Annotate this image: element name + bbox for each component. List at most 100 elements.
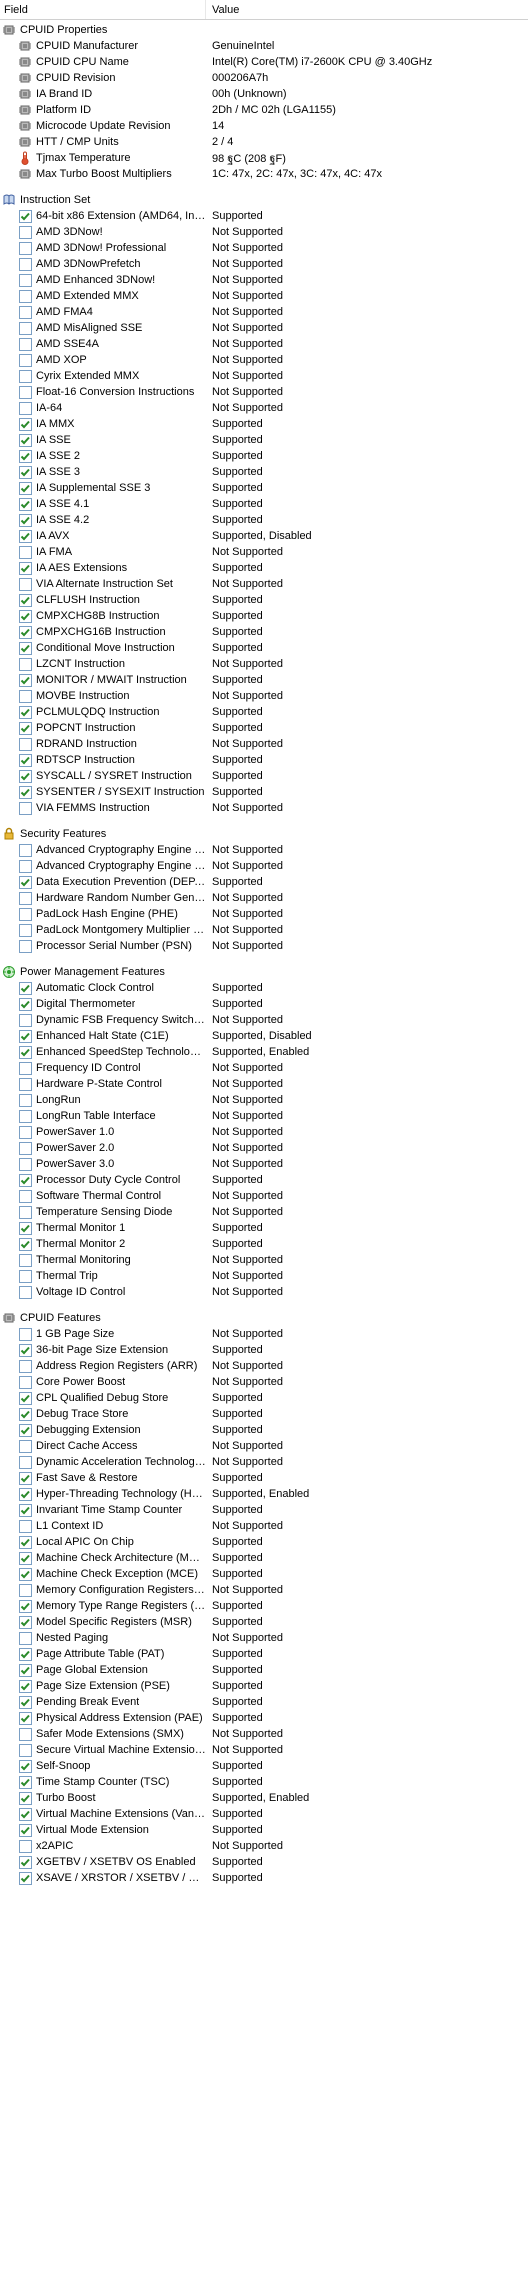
property-row[interactable]: Direct Cache AccessNot Supported <box>0 1438 528 1454</box>
property-row[interactable]: IA Brand ID00h (Unknown) <box>0 86 528 102</box>
property-row[interactable]: Thermal Monitor 1Supported <box>0 1220 528 1236</box>
property-row[interactable]: AMD MisAligned SSENot Supported <box>0 320 528 336</box>
property-row[interactable]: Enhanced SpeedStep Technology (EIST, ...… <box>0 1044 528 1060</box>
property-row[interactable]: Cyrix Extended MMXNot Supported <box>0 368 528 384</box>
property-row[interactable]: Page Attribute Table (PAT)Supported <box>0 1646 528 1662</box>
property-row[interactable]: XSAVE / XRSTOR / XSETBV / XGETBV Ext...S… <box>0 1870 528 1886</box>
property-row[interactable]: IA MMXSupported <box>0 416 528 432</box>
property-row[interactable]: IA-64Not Supported <box>0 400 528 416</box>
section-header[interactable]: Security Features <box>0 826 528 842</box>
property-row[interactable]: Machine Check Exception (MCE)Supported <box>0 1566 528 1582</box>
property-row[interactable]: CPL Qualified Debug StoreSupported <box>0 1390 528 1406</box>
property-row[interactable]: IA SSE 4.1Supported <box>0 496 528 512</box>
property-row[interactable]: Processor Duty Cycle ControlSupported <box>0 1172 528 1188</box>
property-row[interactable]: PowerSaver 1.0Not Supported <box>0 1124 528 1140</box>
property-row[interactable]: Virtual Mode ExtensionSupported <box>0 1822 528 1838</box>
property-row[interactable]: Frequency ID ControlNot Supported <box>0 1060 528 1076</box>
property-row[interactable]: LZCNT InstructionNot Supported <box>0 656 528 672</box>
property-row[interactable]: RDRAND InstructionNot Supported <box>0 736 528 752</box>
property-row[interactable]: Core Power BoostNot Supported <box>0 1374 528 1390</box>
section-header[interactable]: Power Management Features <box>0 964 528 980</box>
property-row[interactable]: LongRunNot Supported <box>0 1092 528 1108</box>
property-row[interactable]: IA SSESupported <box>0 432 528 448</box>
property-row[interactable]: Secure Virtual Machine Extensions (Paci.… <box>0 1742 528 1758</box>
property-row[interactable]: Memory Type Range Registers (MTRR)Suppor… <box>0 1598 528 1614</box>
property-row[interactable]: Dynamic FSB Frequency SwitchingNot Suppo… <box>0 1012 528 1028</box>
section-header[interactable]: CPUID Properties <box>0 22 528 38</box>
property-row[interactable]: Hardware Random Number Generator (...Not… <box>0 890 528 906</box>
property-row[interactable]: VIA Alternate Instruction SetNot Support… <box>0 576 528 592</box>
property-row[interactable]: SYSENTER / SYSEXIT InstructionSupported <box>0 784 528 800</box>
property-row[interactable]: MONITOR / MWAIT InstructionSupported <box>0 672 528 688</box>
property-row[interactable]: CMPXCHG8B InstructionSupported <box>0 608 528 624</box>
property-row[interactable]: Thermal TripNot Supported <box>0 1268 528 1284</box>
property-row[interactable]: PowerSaver 2.0Not Supported <box>0 1140 528 1156</box>
property-row[interactable]: POPCNT InstructionSupported <box>0 720 528 736</box>
property-row[interactable]: CLFLUSH InstructionSupported <box>0 592 528 608</box>
property-row[interactable]: AMD Extended MMXNot Supported <box>0 288 528 304</box>
property-row[interactable]: Local APIC On ChipSupported <box>0 1534 528 1550</box>
property-row[interactable]: Thermal Monitor 2Supported <box>0 1236 528 1252</box>
property-row[interactable]: IA AVXSupported, Disabled <box>0 528 528 544</box>
property-row[interactable]: L1 Context IDNot Supported <box>0 1518 528 1534</box>
property-row[interactable]: 36-bit Page Size ExtensionSupported <box>0 1342 528 1358</box>
property-row[interactable]: Voltage ID ControlNot Supported <box>0 1284 528 1300</box>
property-row[interactable]: RDTSCP InstructionSupported <box>0 752 528 768</box>
property-row[interactable]: Max Turbo Boost Multipliers1C: 47x, 2C: … <box>0 166 528 182</box>
property-row[interactable]: Advanced Cryptography Engine 2 (ACE2)Not… <box>0 858 528 874</box>
property-row[interactable]: Self-SnoopSupported <box>0 1758 528 1774</box>
header-field[interactable]: Field <box>0 0 206 19</box>
property-row[interactable]: Machine Check Architecture (MCA)Supporte… <box>0 1550 528 1566</box>
property-row[interactable]: Temperature Sensing DiodeNot Supported <box>0 1204 528 1220</box>
property-row[interactable]: Data Execution Prevention (DEP, NX, EDB)… <box>0 874 528 890</box>
property-row[interactable]: Memory Configuration Registers (MCR)Not … <box>0 1582 528 1598</box>
property-row[interactable]: Microcode Update Revision14 <box>0 118 528 134</box>
property-row[interactable]: CPUID Revision000206A7h <box>0 70 528 86</box>
property-row[interactable]: PadLock Montgomery Multiplier (PMM)Not S… <box>0 922 528 938</box>
property-row[interactable]: AMD SSE4ANot Supported <box>0 336 528 352</box>
property-row[interactable]: Enhanced Halt State (C1E)Supported, Disa… <box>0 1028 528 1044</box>
property-row[interactable]: Hardware P-State ControlNot Supported <box>0 1076 528 1092</box>
property-row[interactable]: Hyper-Threading Technology (HTT)Supporte… <box>0 1486 528 1502</box>
property-row[interactable]: Physical Address Extension (PAE)Supporte… <box>0 1710 528 1726</box>
property-row[interactable]: Time Stamp Counter (TSC)Supported <box>0 1774 528 1790</box>
property-row[interactable]: Automatic Clock ControlSupported <box>0 980 528 996</box>
section-header[interactable]: CPUID Features <box>0 1310 528 1326</box>
property-row[interactable]: Debugging ExtensionSupported <box>0 1422 528 1438</box>
property-row[interactable]: AMD 3DNow! ProfessionalNot Supported <box>0 240 528 256</box>
property-row[interactable]: Advanced Cryptography Engine (ACE)Not Su… <box>0 842 528 858</box>
property-row[interactable]: CMPXCHG16B InstructionSupported <box>0 624 528 640</box>
property-row[interactable]: Safer Mode Extensions (SMX)Not Supported <box>0 1726 528 1742</box>
property-row[interactable]: Turbo BoostSupported, Enabled <box>0 1790 528 1806</box>
property-row[interactable]: IA SSE 2Supported <box>0 448 528 464</box>
property-row[interactable]: IA AES ExtensionsSupported <box>0 560 528 576</box>
property-row[interactable]: Dynamic Acceleration Technology (IDA)Not… <box>0 1454 528 1470</box>
property-row[interactable]: Pending Break EventSupported <box>0 1694 528 1710</box>
property-row[interactable]: PCLMULQDQ InstructionSupported <box>0 704 528 720</box>
property-row[interactable]: PowerSaver 3.0Not Supported <box>0 1156 528 1172</box>
property-row[interactable]: XGETBV / XSETBV OS EnabledSupported <box>0 1854 528 1870</box>
property-row[interactable]: Digital ThermometerSupported <box>0 996 528 1012</box>
property-row[interactable]: CPUID CPU NameIntel(R) Core(TM) i7-2600K… <box>0 54 528 70</box>
property-row[interactable]: IA SSE 4.2Supported <box>0 512 528 528</box>
property-row[interactable]: Page Size Extension (PSE)Supported <box>0 1678 528 1694</box>
property-row[interactable]: Fast Save & RestoreSupported <box>0 1470 528 1486</box>
property-row[interactable]: Software Thermal ControlNot Supported <box>0 1188 528 1204</box>
property-row[interactable]: Invariant Time Stamp CounterSupported <box>0 1502 528 1518</box>
property-row[interactable]: IA FMANot Supported <box>0 544 528 560</box>
property-row[interactable]: x2APICNot Supported <box>0 1838 528 1854</box>
property-row[interactable]: Model Specific Registers (MSR)Supported <box>0 1614 528 1630</box>
property-row[interactable]: HTT / CMP Units2 / 4 <box>0 134 528 150</box>
property-row[interactable]: Platform ID2Dh / MC 02h (LGA1155) <box>0 102 528 118</box>
property-row[interactable]: Debug Trace StoreSupported <box>0 1406 528 1422</box>
property-row[interactable]: AMD FMA4Not Supported <box>0 304 528 320</box>
property-row[interactable]: Nested PagingNot Supported <box>0 1630 528 1646</box>
property-row[interactable]: Tjmax Temperature98 ฐC (208 ฐF) <box>0 150 528 166</box>
property-row[interactable]: AMD 3DNowPrefetchNot Supported <box>0 256 528 272</box>
property-row[interactable]: Processor Serial Number (PSN)Not Support… <box>0 938 528 954</box>
property-row[interactable]: Address Region Registers (ARR)Not Suppor… <box>0 1358 528 1374</box>
property-row[interactable]: Page Global ExtensionSupported <box>0 1662 528 1678</box>
header-value[interactable]: Value <box>206 0 528 19</box>
property-row[interactable]: Virtual Machine Extensions (Vanderpool)S… <box>0 1806 528 1822</box>
property-row[interactable]: Conditional Move InstructionSupported <box>0 640 528 656</box>
